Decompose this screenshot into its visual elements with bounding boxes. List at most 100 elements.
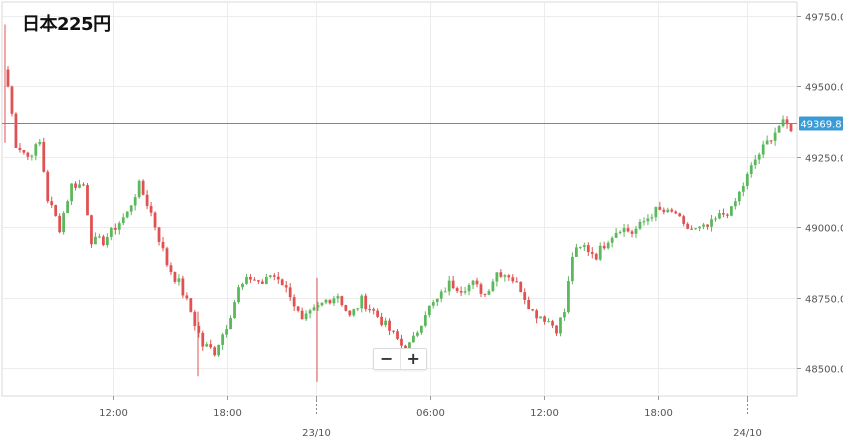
candle-body [121, 217, 125, 224]
candle-body [384, 320, 387, 326]
candle-body [260, 281, 264, 284]
candle-body [320, 302, 324, 306]
candle-body [650, 217, 654, 219]
candle-body [356, 308, 360, 310]
candle-body [169, 265, 173, 273]
candle-body [670, 209, 674, 212]
candle-body [137, 180, 141, 198]
candle-body [769, 140, 773, 142]
candle-body [304, 313, 308, 320]
candle-body [42, 141, 46, 172]
zoom-out-button[interactable]: − [380, 349, 394, 368]
candle-body [531, 309, 535, 311]
candle-body [543, 316, 546, 322]
candle-body [105, 236, 109, 246]
candle-body [634, 228, 638, 234]
candle-body [181, 278, 185, 296]
candle-body [237, 287, 240, 303]
candle-body [447, 280, 451, 292]
candle-body [70, 183, 73, 202]
candle-body [642, 221, 646, 223]
candle-body [439, 291, 443, 299]
x-tick-label: 24/10 [733, 428, 762, 439]
candle-body [610, 237, 614, 243]
candle-body [62, 213, 66, 233]
candle-body [487, 290, 491, 295]
candle-body [785, 119, 789, 125]
candle-body [598, 245, 602, 260]
candle-body [161, 241, 165, 249]
candle-body [225, 329, 228, 335]
candle-body [78, 184, 81, 188]
candle-body [6, 69, 10, 87]
candle-body [765, 140, 769, 145]
candle-body [336, 296, 340, 299]
x-tick-label: 18:00 [644, 408, 673, 419]
candle-body [257, 280, 260, 282]
candle-body [435, 298, 439, 303]
zoom-control: − + [373, 348, 427, 370]
candle-body [10, 86, 14, 114]
candle-body [292, 297, 296, 307]
candle-body [177, 278, 181, 282]
candle-body [145, 194, 149, 206]
zoom-in-button[interactable]: + [399, 349, 427, 369]
candle-body [340, 296, 344, 306]
current-price-badge [799, 116, 843, 131]
candle-body [467, 284, 471, 292]
candle-body [165, 248, 169, 266]
candle-body [400, 338, 403, 346]
candle-body [157, 227, 161, 242]
candle-body [296, 306, 300, 311]
candle-body [626, 228, 630, 232]
candle-body [515, 281, 519, 283]
candle-body [272, 275, 276, 277]
candle-body [324, 299, 328, 303]
x-tick-label: 06:00 [416, 408, 445, 419]
candle-body [14, 113, 18, 148]
candle-body [419, 325, 423, 333]
candle-body [46, 171, 50, 202]
candle-body [710, 219, 713, 227]
candle-body [288, 287, 292, 298]
candle-body [18, 147, 22, 150]
candle-body [622, 228, 626, 232]
x-tick-label: 23/10 [302, 428, 331, 439]
candle-body [690, 228, 694, 230]
candle-body [495, 272, 499, 282]
candle-body [698, 226, 701, 229]
candle-body [125, 211, 129, 218]
candle-body [594, 253, 598, 260]
candle-body [686, 223, 690, 229]
candle-body [666, 209, 670, 213]
candle-body [578, 247, 582, 249]
candle-body [694, 228, 698, 230]
y-tick-label: 48750.0 [805, 295, 843, 306]
candle-body [519, 281, 523, 293]
y-tick-label: 49500.0 [805, 83, 843, 94]
candle-body [415, 332, 419, 336]
candle-body [574, 247, 578, 257]
candle-body [551, 321, 554, 326]
candle-body [328, 299, 332, 304]
candle-body [213, 347, 217, 356]
candle-body [602, 245, 606, 249]
candle-body [773, 132, 777, 141]
candle-body [241, 283, 244, 288]
y-tick-label: 49000.0 [805, 224, 843, 235]
candle-body [555, 325, 558, 334]
candle-body [777, 126, 781, 133]
candle-body [101, 236, 105, 246]
candle-body [308, 310, 312, 314]
candle-body [396, 331, 399, 339]
candle-body [312, 307, 316, 311]
y-tick-label: 49750.0 [805, 13, 843, 24]
candle-body [455, 288, 459, 292]
candle-body [427, 305, 431, 316]
candle-body [511, 277, 515, 282]
candle-body [217, 344, 221, 356]
candle-body [201, 332, 205, 347]
candle-body [718, 213, 721, 219]
candle-body [714, 218, 717, 220]
